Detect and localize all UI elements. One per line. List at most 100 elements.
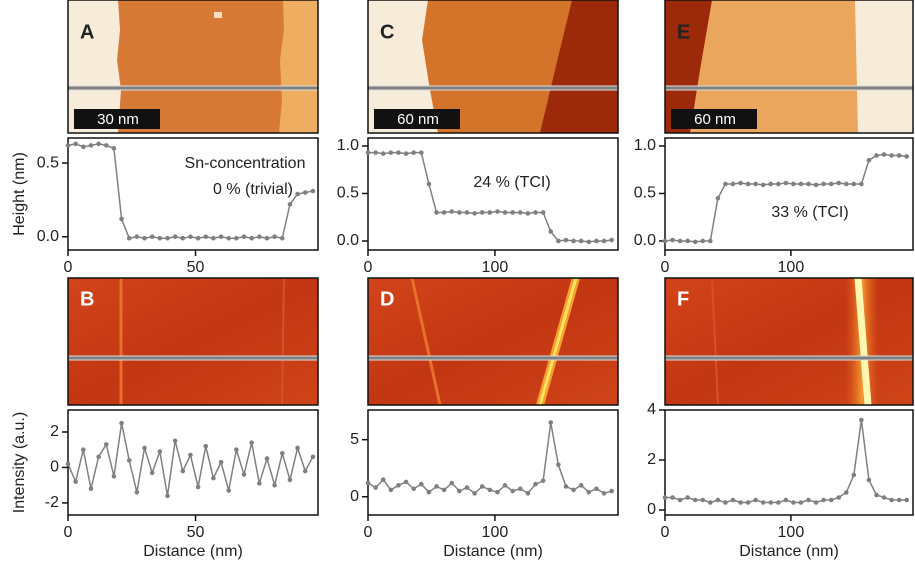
data-point <box>411 150 416 155</box>
data-point <box>195 484 201 490</box>
x-tick-label: 100 <box>778 259 805 276</box>
data-point <box>700 238 706 244</box>
data-point <box>738 500 743 505</box>
data-point <box>257 481 262 486</box>
data-point <box>791 500 796 505</box>
plot-frame <box>367 137 619 251</box>
data-point <box>142 445 147 451</box>
data-point <box>434 484 439 489</box>
data-point <box>601 238 607 244</box>
data-point <box>134 489 140 495</box>
data-point <box>753 181 758 187</box>
y-tick-label: 0.5 <box>37 154 59 171</box>
data-point <box>685 238 690 244</box>
y-axis-label: Intensity (a.u.) <box>11 412 28 513</box>
data-point <box>685 495 690 500</box>
intensity-image: B <box>67 277 319 406</box>
data-point <box>556 462 561 468</box>
data-point <box>677 238 683 244</box>
panel-label: D <box>380 288 394 310</box>
data-point <box>81 447 86 453</box>
data-point <box>111 474 117 479</box>
data-point <box>180 235 186 241</box>
data-point <box>65 143 71 148</box>
data-point <box>502 483 508 488</box>
x-axis-label: Distance (nm) <box>143 543 243 560</box>
data-point <box>798 500 804 505</box>
data-point <box>226 235 232 241</box>
data-point <box>836 495 842 500</box>
x-tick-label: 0 <box>64 259 73 276</box>
x-axis-label: Distance (nm) <box>443 543 543 560</box>
data-point <box>578 483 584 488</box>
data-point <box>563 237 569 243</box>
data-point <box>525 211 531 216</box>
data-point <box>287 477 293 483</box>
annotation: 0 % (trivial) <box>213 181 293 198</box>
scale-bar-label: 60 nm <box>694 111 736 128</box>
data-point <box>768 500 774 505</box>
data-point <box>188 452 193 458</box>
y-tick-label: -2 <box>45 494 59 511</box>
data-point <box>203 443 209 449</box>
plot-frame <box>664 137 914 251</box>
x-tick-label: 0 <box>364 524 373 541</box>
data-point <box>715 195 721 201</box>
data-point <box>119 420 124 426</box>
data-point <box>249 235 254 241</box>
x-tick-label: 100 <box>482 524 509 541</box>
data-point <box>418 481 424 487</box>
data-point <box>859 417 864 423</box>
data-point <box>441 210 447 215</box>
data-point <box>388 150 394 155</box>
data-point <box>851 181 857 187</box>
plot-frame <box>664 409 914 516</box>
y-tick-label: 0 <box>647 501 656 518</box>
data-point <box>881 495 887 500</box>
data-point <box>730 181 736 187</box>
data-point <box>738 180 743 186</box>
y-tick-label: 0.5 <box>337 185 359 202</box>
data-point <box>670 495 675 500</box>
data-point <box>287 202 293 207</box>
data-point <box>828 497 834 503</box>
annotation: 33 % (TCI) <box>771 204 848 221</box>
data-point <box>388 487 394 493</box>
data-point <box>866 157 872 163</box>
data-point <box>165 493 170 499</box>
data-point <box>874 153 879 158</box>
data-point <box>73 141 78 147</box>
data-point <box>279 235 285 241</box>
data-point <box>365 480 371 486</box>
data-point <box>380 151 386 156</box>
data-point <box>806 181 811 187</box>
data-point <box>896 153 902 158</box>
x-tick-label: 0 <box>364 259 373 276</box>
data-point <box>708 500 713 505</box>
y-tick-label: 0.5 <box>634 185 656 202</box>
data-point <box>249 440 254 445</box>
data-point <box>449 480 455 486</box>
data-point <box>813 500 819 505</box>
data-point <box>472 211 477 216</box>
data-point <box>457 488 462 494</box>
data-point <box>517 210 523 215</box>
data-point <box>111 146 117 151</box>
data-point <box>700 497 706 503</box>
data-point <box>73 479 78 484</box>
y-tick-label: 2 <box>647 451 656 468</box>
data-point <box>571 487 576 493</box>
data-point <box>843 181 849 187</box>
data-point <box>396 483 401 488</box>
data-point <box>65 461 71 467</box>
data-point <box>149 234 155 240</box>
data-point <box>241 472 247 477</box>
data-point <box>81 144 86 150</box>
y-tick-label: 1.0 <box>634 137 656 154</box>
data-point <box>418 150 424 155</box>
data-point <box>677 497 683 503</box>
topography-image: A 30 nm <box>67 0 319 134</box>
data-point <box>449 209 455 214</box>
data-point <box>365 150 371 155</box>
data-point <box>556 238 561 244</box>
